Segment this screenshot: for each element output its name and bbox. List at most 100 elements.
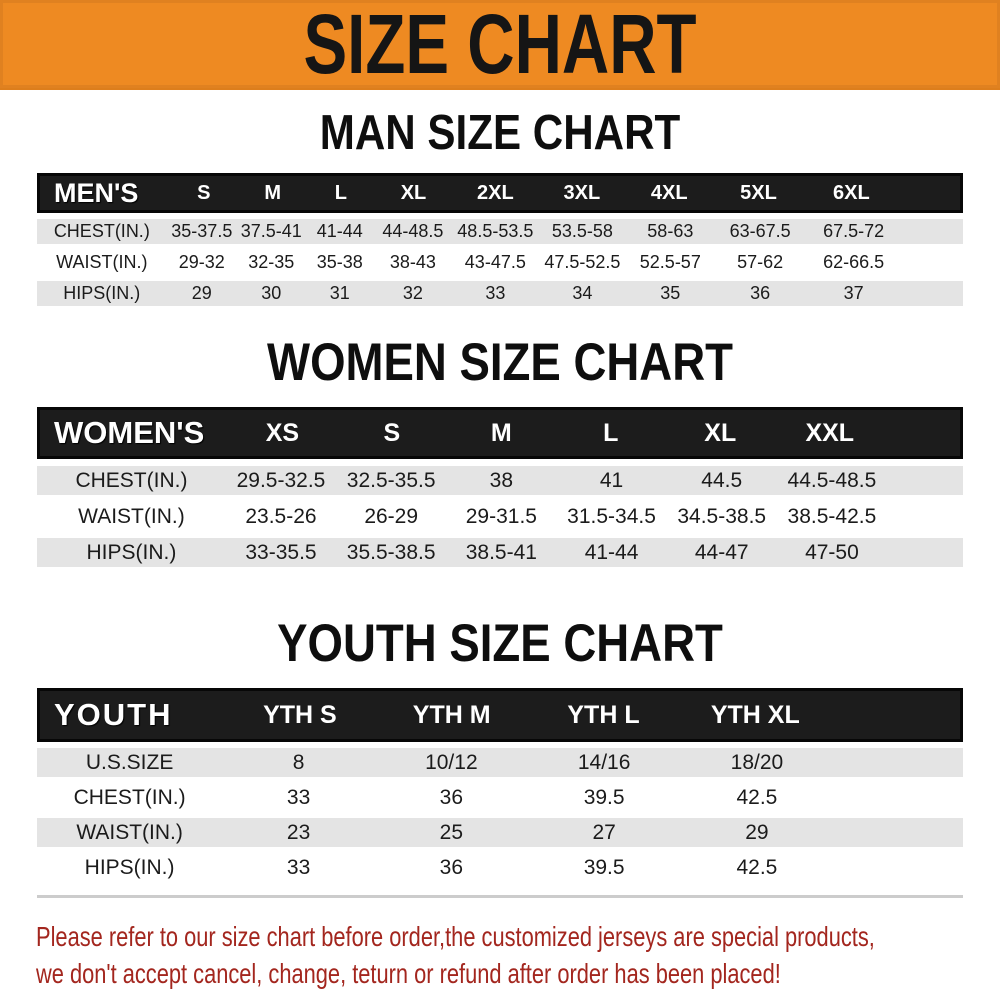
- women-size-column-header: XXL: [805, 418, 855, 447]
- women-size-value-cell: 34.5-38.5: [677, 504, 767, 528]
- youth-size-column-header: YTH S: [263, 700, 337, 729]
- women-size-column-header: XL: [704, 418, 737, 447]
- men-size-value-cell: 29: [191, 283, 212, 303]
- youth-size-value-cell: 25: [439, 820, 464, 844]
- men-size-value-cell: 35: [660, 283, 681, 303]
- youth-size-value-cell: 36: [439, 855, 464, 879]
- men-size-column-header: 3XL: [563, 181, 601, 204]
- men-size-value-cell: 41-44: [316, 221, 363, 241]
- women-size-value-cell: 32.5-35.5: [346, 468, 436, 492]
- women-size-value-cell: 44.5-48.5: [787, 468, 877, 492]
- men-size-column-header: S: [197, 181, 211, 204]
- footer-line1: Please refer to our size chart before or…: [36, 921, 875, 952]
- women-size-column-header: L: [603, 418, 619, 447]
- men-size-value-cell: 29-32: [178, 252, 225, 272]
- men-row-label: WAIST(IN.): [56, 252, 148, 272]
- youth-size-value-cell: 36: [439, 785, 464, 809]
- men-size-value-cell: 32: [402, 283, 423, 303]
- men-size-value-cell: 38-43: [389, 252, 436, 272]
- men-size-value-cell: 35-38: [316, 252, 363, 272]
- men-size-column-header: 5XL: [740, 181, 777, 204]
- women-size-value-cell: 41-44: [584, 540, 639, 564]
- youth-row-label: HIPS(IN.): [84, 855, 175, 879]
- youth-size-column-header: YTH L: [567, 700, 640, 729]
- youth-row-label: CHEST(IN.): [73, 785, 186, 809]
- women-section-title: WOMEN SIZE CHART: [267, 333, 733, 392]
- women-size-column-header: S: [383, 418, 401, 447]
- youth-size-value-cell: 29: [745, 820, 769, 844]
- men-size-value-cell: 33: [485, 283, 506, 303]
- footer-note: Please refer to our size chart before or…: [36, 918, 1000, 992]
- youth-size-value-cell: 39.5: [583, 785, 625, 809]
- women-size-column-header: XS: [265, 418, 300, 447]
- youth-size-value-cell: 42.5: [736, 785, 778, 809]
- youth-row-label: WAIST(IN.): [76, 820, 183, 844]
- men-size-value-cell: 43-47.5: [464, 252, 526, 272]
- women-measurement-row: WAIST(IN.) 23.5-26 26-29 29-31.5 31.5-34.5 34…: [37, 502, 963, 531]
- banner-title: SIZE CHART: [303, 0, 697, 91]
- youth-size-table: YOUTH YTH S YTH M YTH L YTH XL U.S.SIZE 8 10/12…: [37, 688, 963, 882]
- women-table-label: WOMEN'S: [54, 415, 205, 450]
- women-size-value-cell: 41: [599, 468, 624, 492]
- men-size-value-cell: 53.5-58: [551, 221, 613, 241]
- men-size-value-cell: 44-48.5: [382, 221, 444, 241]
- men-size-value-cell: 37: [843, 283, 864, 303]
- men-size-column-header: 2XL: [477, 181, 514, 204]
- men-size-column-header: XL: [400, 181, 427, 204]
- youth-measurement-row: WAIST(IN.) 23 25 27 29: [37, 818, 963, 847]
- youth-size-column-header: YTH XL: [710, 700, 800, 729]
- footer-line2: we don't accept cancel, change, teturn o…: [36, 958, 781, 989]
- women-measurement-row: HIPS(IN.) 33-35.5 35.5-38.5 38.5-41 41-44 44-…: [37, 538, 963, 567]
- youth-size-value-cell: 39.5: [583, 855, 625, 879]
- women-size-value-cell: 38: [489, 468, 514, 492]
- men-size-value-cell: 67.5-72: [823, 221, 885, 241]
- men-size-column-header: 4XL: [650, 181, 688, 204]
- men-size-value-cell: 62-66.5: [823, 252, 885, 272]
- women-size-value-cell: 38.5-42.5: [787, 504, 877, 528]
- men-table-header-row: MEN'S S M L XL 2XL 3XL 4XL 5XL 6XL: [37, 173, 963, 213]
- men-size-column-header: 6XL: [833, 181, 870, 204]
- youth-size-column-header: YTH M: [412, 700, 491, 729]
- youth-table-bottom-rule: [37, 895, 963, 898]
- women-size-value-cell: 47-50: [805, 540, 859, 564]
- banner: SIZE CHART: [0, 0, 1000, 90]
- men-size-value-cell: 48.5-53.5: [457, 221, 534, 241]
- women-size-section: WOMEN SIZE CHART WOMEN'S XS S M L XL XXL CHEST(…: [0, 336, 1000, 567]
- women-row-label: HIPS(IN.): [86, 540, 177, 564]
- men-size-value-cell: 47.5-52.5: [544, 252, 621, 272]
- men-size-value-cell: 32-35: [248, 252, 295, 272]
- women-size-value-cell: 44-47: [694, 540, 749, 564]
- women-size-value-cell: 44.5: [701, 468, 743, 492]
- youth-size-value-cell: 14/16: [577, 750, 631, 774]
- women-size-value-cell: 23.5-26: [245, 504, 317, 528]
- men-size-value-cell: 35-37.5: [171, 221, 233, 241]
- men-size-value-cell: 31: [329, 283, 350, 303]
- youth-size-value-cell: 33: [286, 855, 311, 879]
- women-measurement-row: CHEST(IN.) 29.5-32.5 32.5-35.5 38 41 44.5 44.5…: [37, 466, 963, 495]
- men-size-value-cell: 30: [261, 283, 282, 303]
- youth-size-value-cell: 33: [286, 785, 311, 809]
- men-size-table: MEN'S S M L XL 2XL 3XL 4XL 5XL 6XL CHEST(IN.) 35-37…: [37, 173, 963, 306]
- women-row-label: CHEST(IN.): [75, 468, 188, 492]
- women-size-value-cell: 26-29: [364, 504, 419, 528]
- women-size-column-header: M: [490, 418, 512, 447]
- women-size-value-cell: 35.5-38.5: [346, 540, 436, 564]
- men-measurement-row: WAIST(IN.) 29-32 32-35 35-38 38-43 43-47.5 47.…: [37, 250, 963, 275]
- men-size-column-header: M: [264, 181, 282, 204]
- youth-size-value-cell: 42.5: [736, 855, 778, 879]
- youth-row-label: U.S.SIZE: [85, 750, 174, 774]
- youth-size-value-cell: 27: [592, 820, 616, 844]
- youth-measurement-row: HIPS(IN.) 33 36 39.5 42.5: [37, 853, 963, 882]
- youth-size-value-cell: 23: [286, 820, 311, 844]
- men-size-value-cell: 57-62: [737, 252, 784, 272]
- men-size-value-cell: 34: [572, 283, 593, 303]
- men-size-section: MAN SIZE CHART MEN'S S M L XL 2XL 3XL 4XL 5XL 6XL…: [0, 108, 1000, 306]
- youth-size-section: YOUTH SIZE CHART YOUTH YTH S YTH M YTH L YTH…: [0, 617, 1000, 898]
- youth-section-title: YOUTH SIZE CHART: [277, 614, 723, 673]
- youth-table-header-row: YOUTH YTH S YTH M YTH L YTH XL: [37, 688, 963, 742]
- women-row-label: WAIST(IN.): [78, 504, 185, 528]
- women-table-header-row: WOMEN'S XS S M L XL XXL: [37, 407, 963, 459]
- youth-table-label: YOUTH: [54, 697, 173, 732]
- women-size-table: WOMEN'S XS S M L XL XXL CHEST(IN.) 29.5-32.5 32.5…: [37, 407, 963, 567]
- men-section-title: MAN SIZE CHART: [319, 106, 681, 160]
